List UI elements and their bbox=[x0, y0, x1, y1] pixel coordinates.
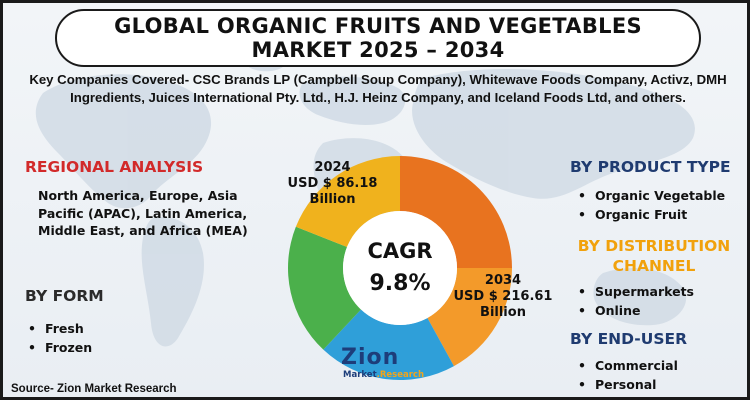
by-distribution-heading: BY DISTRIBUTION CHANNEL bbox=[570, 236, 738, 276]
list-item-label: Frozen bbox=[45, 340, 93, 355]
list-item-label: Organic Fruit bbox=[595, 207, 688, 222]
market-2024-label: 2024 USD $ 86.18 Billion bbox=[275, 160, 390, 208]
by-form-heading: BY FORM bbox=[25, 287, 104, 305]
bullet: • bbox=[578, 284, 586, 299]
regional-analysis-text: North America, Europe, Asia Pacific (APA… bbox=[38, 188, 248, 238]
source-text: Source- Zion Market Research bbox=[11, 383, 177, 395]
cagr-value: 9.8% bbox=[369, 271, 431, 296]
regional-analysis-heading: REGIONAL ANALYSIS bbox=[25, 158, 204, 176]
segment-blue bbox=[323, 309, 454, 380]
cagr-label: CAGR bbox=[367, 239, 433, 263]
list-item-label: Supermarkets bbox=[595, 284, 694, 299]
title-banner: GLOBAL ORGANIC FRUITS AND VEGETABLES MAR… bbox=[55, 9, 701, 67]
list-item-label: Online bbox=[595, 303, 641, 318]
by-product-type-heading: BY PRODUCT TYPE bbox=[570, 158, 731, 176]
zion-logo-subtitle: Market.Research bbox=[343, 370, 424, 380]
zion-logo-sub-part-1: Market bbox=[343, 370, 377, 380]
market-2024-unit: Billion bbox=[309, 192, 356, 207]
bullet: • bbox=[28, 340, 36, 355]
bullet: • bbox=[578, 377, 586, 392]
list-item-label: Commercial bbox=[595, 358, 678, 373]
segment-yellow bbox=[295, 156, 400, 248]
market-2034-unit: Billion bbox=[480, 305, 526, 320]
by-form-list: • Fresh • Frozen bbox=[25, 319, 92, 357]
bullet: • bbox=[28, 321, 36, 336]
by-distribution-heading-line-1: BY DISTRIBUTION bbox=[577, 237, 731, 255]
bullet: • bbox=[578, 188, 586, 203]
market-2034-year: 2034 bbox=[484, 273, 522, 288]
list-item-label: Fresh bbox=[45, 321, 84, 336]
list-item: • Personal bbox=[575, 375, 678, 394]
list-item: • Organic Fruit bbox=[575, 205, 725, 224]
zion-logo-word: Zion bbox=[341, 345, 400, 370]
market-2034-value: USD $ 216.61 bbox=[453, 289, 553, 304]
title-line-1: GLOBAL ORGANIC FRUITS AND VEGETABLES bbox=[114, 14, 642, 38]
list-item: • Fresh bbox=[25, 319, 92, 338]
zion-logo: Zion Market.Research bbox=[341, 346, 451, 386]
list-item-label: Organic Vegetable bbox=[595, 188, 726, 203]
title-line-2: MARKET 2025 – 2034 bbox=[251, 38, 505, 62]
segment-dark-orange bbox=[400, 156, 512, 268]
segment-orange bbox=[427, 268, 512, 367]
bullet: • bbox=[578, 207, 586, 222]
by-distribution-list: • Supermarkets • Online bbox=[575, 282, 694, 320]
zion-logo-sub-part-2: .Research bbox=[376, 370, 425, 380]
key-companies-text: Key Companies Covered- CSC Brands LP (Ca… bbox=[29, 72, 727, 105]
by-product-type-list: • Organic Vegetable • Organic Fruit bbox=[575, 186, 725, 224]
by-distribution-heading-line-2: CHANNEL bbox=[612, 257, 696, 275]
list-item: • Online bbox=[575, 301, 694, 320]
donut-center bbox=[343, 211, 457, 325]
list-item: • Frozen bbox=[25, 338, 92, 357]
market-2034-label: 2034 USD $ 216.61 Billion bbox=[443, 273, 563, 321]
market-2024-value: USD $ 86.18 bbox=[287, 176, 378, 191]
by-end-user-heading: BY END-USER bbox=[570, 330, 688, 348]
bullet: • bbox=[578, 358, 586, 373]
list-item: • Commercial bbox=[575, 356, 678, 375]
bullet: • bbox=[578, 303, 586, 318]
by-end-user-list: • Commercial • Personal bbox=[575, 356, 678, 394]
list-item-label: Personal bbox=[595, 377, 657, 392]
list-item: • Supermarkets bbox=[575, 282, 694, 301]
list-item: • Organic Vegetable bbox=[575, 186, 725, 205]
market-2024-year: 2024 bbox=[314, 160, 351, 175]
segment-green bbox=[288, 226, 361, 350]
market-donut-chart bbox=[288, 156, 512, 380]
